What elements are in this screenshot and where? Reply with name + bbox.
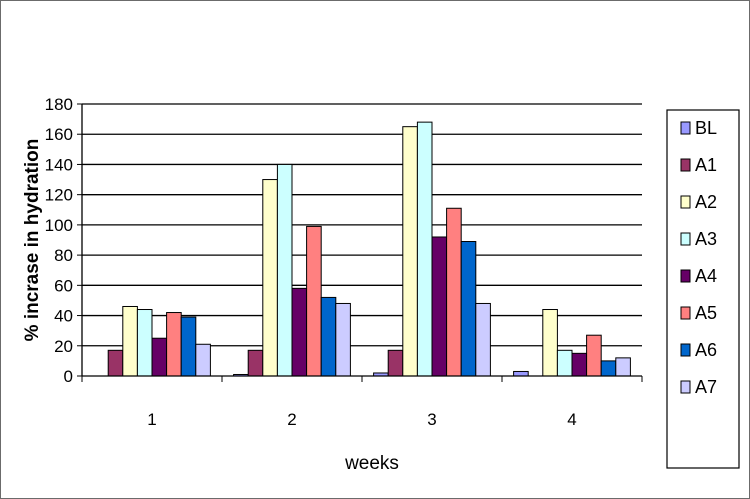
y-tick-label: 60: [54, 276, 73, 295]
bar-a6-week-1: [180, 316, 197, 377]
y-tick-label: 180: [45, 95, 73, 114]
bar-a6-week-2: [320, 296, 337, 377]
legend-label-a6: A6: [695, 340, 717, 360]
legend-swatch-a3: [680, 232, 691, 246]
y-tick-label: 100: [45, 216, 73, 235]
y-tick-label: 140: [45, 155, 73, 174]
bar-a5-week-2: [306, 225, 322, 377]
bar-bl-week-4: [513, 370, 529, 377]
bar-a4-week-3: [431, 236, 448, 377]
bar-a7-week-2: [335, 302, 351, 377]
y-axis-title: % incrase in hydration: [22, 139, 43, 342]
bar-a5-week-4: [586, 334, 602, 377]
y-tick-labels: 0 20 40 60 80 100 120 140 160 180: [45, 95, 73, 386]
bar-a2-week-1: [122, 305, 138, 377]
bar-a3-week-2: [276, 163, 293, 377]
legend-label-bl: BL: [695, 118, 717, 138]
bar-a2-week-2: [262, 179, 278, 377]
x-tick-label: 1: [147, 410, 156, 429]
y-tick-label: 80: [54, 246, 73, 265]
bar-a3-week-4: [556, 349, 573, 377]
bar-a1-week-3: [387, 349, 404, 377]
legend-swatch-a1: [680, 158, 691, 172]
legend: BL A1 A2 A3 A4 A5 A6 A7: [666, 109, 740, 469]
legend-label-a4: A4: [695, 266, 717, 286]
legend-label-a2: A2: [695, 192, 717, 212]
legend-swatch-a4: [680, 269, 691, 283]
legend-swatch-a5: [680, 306, 691, 320]
x-tick-label: 2: [287, 410, 296, 429]
legend-swatch-a7: [680, 380, 691, 394]
bars: [107, 121, 631, 377]
legend-swatch-a2: [680, 195, 691, 209]
bar-a2-week-4: [542, 309, 558, 377]
legend-swatch-a6: [680, 343, 691, 357]
bar-a4-week-2: [291, 287, 308, 377]
legend-label-a1: A1: [695, 155, 717, 175]
y-tick-label: 20: [54, 337, 73, 356]
x-tick-label: 3: [427, 410, 436, 429]
bar-a1-week-2: [247, 349, 264, 377]
bar-a2-week-3: [402, 126, 418, 377]
x-axis-title: weeks: [344, 453, 399, 474]
y-tick-label: 120: [45, 186, 73, 205]
legend-label-a3: A3: [695, 229, 717, 249]
bar-a7-week-3: [475, 302, 491, 377]
legend-label-a7: A7: [695, 377, 717, 397]
legend-box: [666, 109, 740, 469]
bar-a4-week-4: [571, 352, 588, 377]
x-tick-labels: 1 2 3 4: [147, 410, 576, 429]
bar-a5-week-1: [166, 312, 182, 377]
bar-a7-week-4: [615, 357, 631, 377]
bar-a3-week-1: [136, 309, 153, 377]
bar-a6-week-4: [600, 360, 617, 377]
y-tick-label: 160: [45, 125, 73, 144]
bar-a5-week-3: [446, 207, 462, 377]
bar-a4-week-1: [151, 337, 168, 377]
axes: [81, 104, 643, 382]
bar-a6-week-3: [460, 241, 477, 377]
legend-label-a5: A5: [695, 303, 717, 323]
bar-a1-week-1: [107, 349, 124, 377]
plot-area: [82, 104, 642, 376]
bar-a3-week-3: [416, 121, 433, 377]
y-tick-label: 0: [64, 367, 73, 386]
legend-swatch-bl: [680, 121, 691, 135]
bar-a7-week-1: [195, 343, 211, 377]
x-tick-label: 4: [567, 410, 576, 429]
y-tick-label: 40: [54, 307, 73, 326]
